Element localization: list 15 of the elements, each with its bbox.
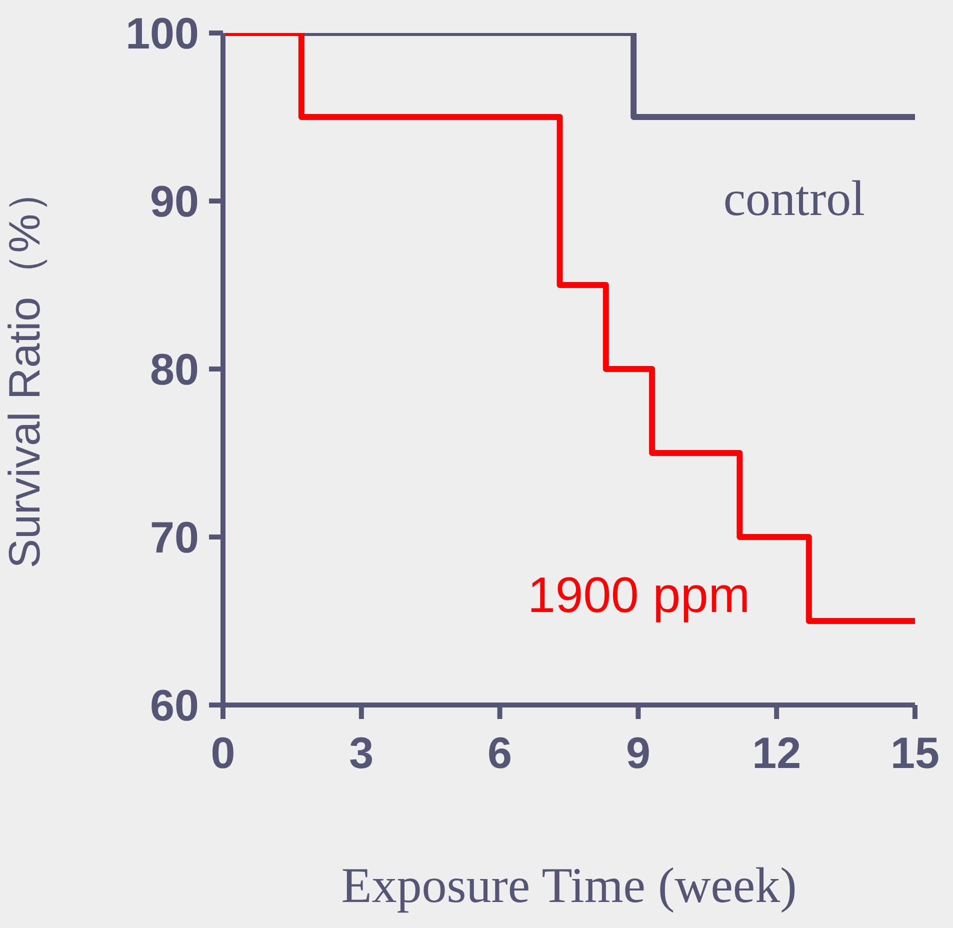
x-tick-label: 9 [626,729,650,778]
y-axis-title: Survival Ratio（%） [0,170,50,568]
y-tick-label: 100 [126,10,199,59]
x-tick-label: 0 [210,729,236,778]
y-tick-label: 60 [150,682,199,731]
x-tick-label: 3 [349,729,374,778]
x-axis-title: Exposure Time (week) [341,857,797,913]
x-tick-label: 15 [890,729,940,778]
series-label: 1900 ppm [528,567,750,623]
x-tick-label: 6 [488,729,512,778]
x-tick-label: 12 [752,729,802,778]
y-tick-label: 90 [150,178,199,227]
series-label: control [723,170,865,226]
y-tick-label: 70 [150,514,199,563]
y-tick-label: 80 [150,346,199,395]
